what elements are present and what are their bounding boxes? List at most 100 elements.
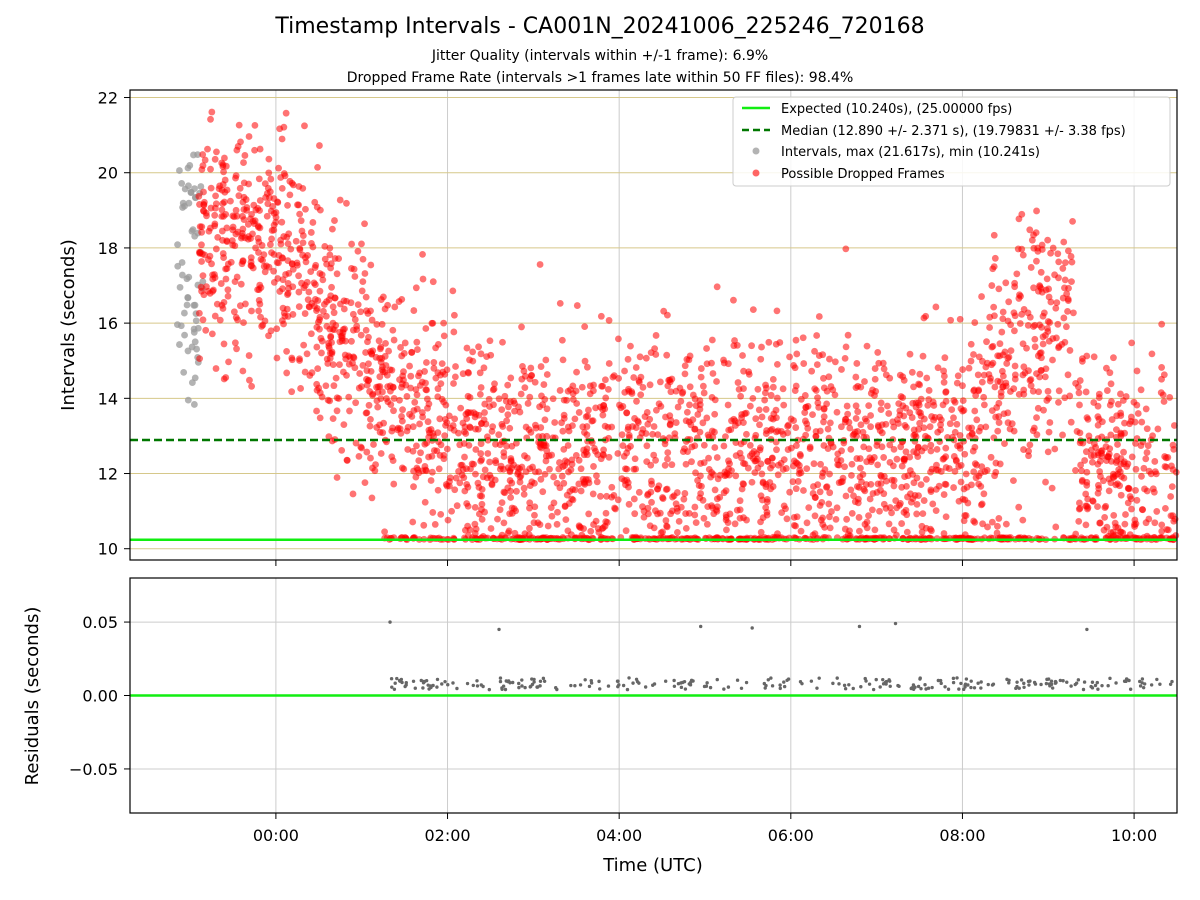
dropped-frame-point — [809, 490, 817, 497]
dropped-frame-point — [345, 393, 353, 401]
dropped-frame-point — [407, 372, 415, 380]
dropped-frame-point — [1162, 454, 1170, 462]
dropped-frame-point — [993, 404, 1001, 411]
dropped-frame-point — [556, 300, 564, 307]
residual-point — [583, 678, 587, 682]
dropped-frame-point — [957, 478, 965, 486]
residual-outlier-point — [699, 624, 703, 629]
dropped-frame-point — [990, 303, 998, 311]
dropped-frame-point — [899, 402, 907, 410]
dropped-frame-point — [1048, 484, 1056, 492]
residual-point — [422, 680, 427, 684]
dropped-frame-point — [1077, 461, 1085, 469]
dropped-frame-point — [1116, 528, 1124, 536]
dropped-frame-point — [237, 280, 245, 288]
residual-point — [715, 677, 719, 682]
residual-point — [1044, 681, 1049, 686]
residual-point — [1049, 682, 1054, 687]
dropped-frame-point — [477, 457, 485, 465]
dropped-frame-point — [623, 476, 631, 484]
dropped-frame-point — [713, 378, 720, 385]
dropped-frame-point — [304, 252, 311, 259]
dropped-frame-point — [1110, 354, 1117, 362]
dropped-frame-point — [403, 393, 411, 400]
dropped-frame-point — [683, 408, 691, 416]
dropped-frame-point — [265, 169, 273, 177]
dropped-frame-point — [243, 206, 251, 214]
dropped-frame-point — [1128, 339, 1136, 347]
dropped-frame-point — [651, 345, 659, 353]
dropped-frame-point — [391, 303, 399, 311]
dropped-frame-point — [926, 423, 934, 431]
dropped-frame-point — [208, 330, 216, 338]
dropped-frame-point — [913, 500, 921, 508]
legend-dropped-swatch — [752, 169, 760, 177]
residual-point — [625, 687, 630, 692]
dropped-frame-point — [1041, 373, 1049, 381]
dropped-frame-point — [466, 424, 474, 432]
residual-point — [663, 679, 668, 683]
dropped-frame-point — [288, 260, 296, 268]
dropped-frame-point — [686, 401, 693, 409]
dropped-frame-point — [627, 442, 634, 450]
dropped-frame-point — [1126, 493, 1134, 500]
bottom-y-tick-label: −0.05 — [69, 760, 118, 779]
dropped-frame-point — [450, 380, 457, 387]
dropped-frame-point — [492, 440, 499, 448]
dropped-frame-point — [732, 472, 740, 480]
dropped-frame-point — [527, 428, 535, 436]
dropped-frame-point — [1067, 253, 1075, 260]
residual-point — [919, 686, 923, 691]
dropped-frame-point — [212, 192, 219, 200]
dropped-frame-point — [956, 431, 964, 439]
dropped-frame-point — [1121, 419, 1128, 427]
dropped-frame-point — [664, 455, 671, 463]
dropped-frame-point — [990, 263, 998, 270]
residual-point — [392, 687, 397, 691]
dropped-frame-point — [200, 198, 208, 206]
bottom-y-ticks: −0.050.000.05 — [69, 613, 130, 779]
dropped-frame-point — [553, 479, 561, 487]
dropped-frame-point — [934, 364, 942, 372]
dropped-frame-point — [231, 242, 239, 250]
dropped-frame-point — [761, 396, 769, 404]
dropped-frame-point — [504, 381, 512, 389]
dropped-frame-point — [758, 343, 765, 351]
dropped-frame-point — [874, 349, 882, 356]
legend-dropped-label: Possible Dropped Frames — [781, 167, 945, 182]
dropped-frame-point — [329, 303, 337, 311]
dropped-frame-point — [207, 165, 214, 173]
dropped-frame-point — [913, 449, 921, 457]
dropped-frame-point — [989, 359, 997, 367]
dropped-frame-point — [581, 323, 589, 330]
dropped-frame-point — [1168, 483, 1176, 491]
dropped-frame-point — [259, 256, 267, 264]
dropped-frame-point — [448, 507, 455, 515]
dropped-frame-point — [1035, 388, 1043, 396]
dropped-frame-point — [443, 445, 451, 453]
residual-point — [705, 681, 709, 685]
dropped-frame-point — [313, 380, 321, 388]
dropped-frame-point — [521, 384, 529, 392]
dropped-frame-point — [421, 498, 429, 506]
dropped-frame-point — [854, 499, 862, 507]
residual-point — [446, 683, 450, 687]
dropped-frame-point — [792, 485, 800, 493]
dropped-frame-point — [524, 400, 532, 407]
dropped-frame-point — [328, 348, 336, 356]
dropped-frame-point — [330, 382, 338, 390]
dropped-frame-point — [333, 474, 341, 481]
interval-point — [174, 241, 181, 249]
dropped-frame-point — [934, 428, 942, 436]
dropped-frame-point — [697, 373, 705, 381]
dropped-frame-point — [888, 476, 896, 484]
dropped-frame-point — [338, 337, 346, 345]
dropped-frame-point — [917, 395, 925, 403]
dropped-frame-point — [776, 339, 784, 346]
dropped-frame-point — [697, 472, 704, 480]
dropped-frame-point — [361, 220, 368, 228]
dropped-frame-point — [240, 216, 248, 224]
dropped-frame-point — [1145, 515, 1153, 523]
dropped-frame-point — [419, 250, 426, 258]
dropped-frame-point — [245, 352, 253, 359]
